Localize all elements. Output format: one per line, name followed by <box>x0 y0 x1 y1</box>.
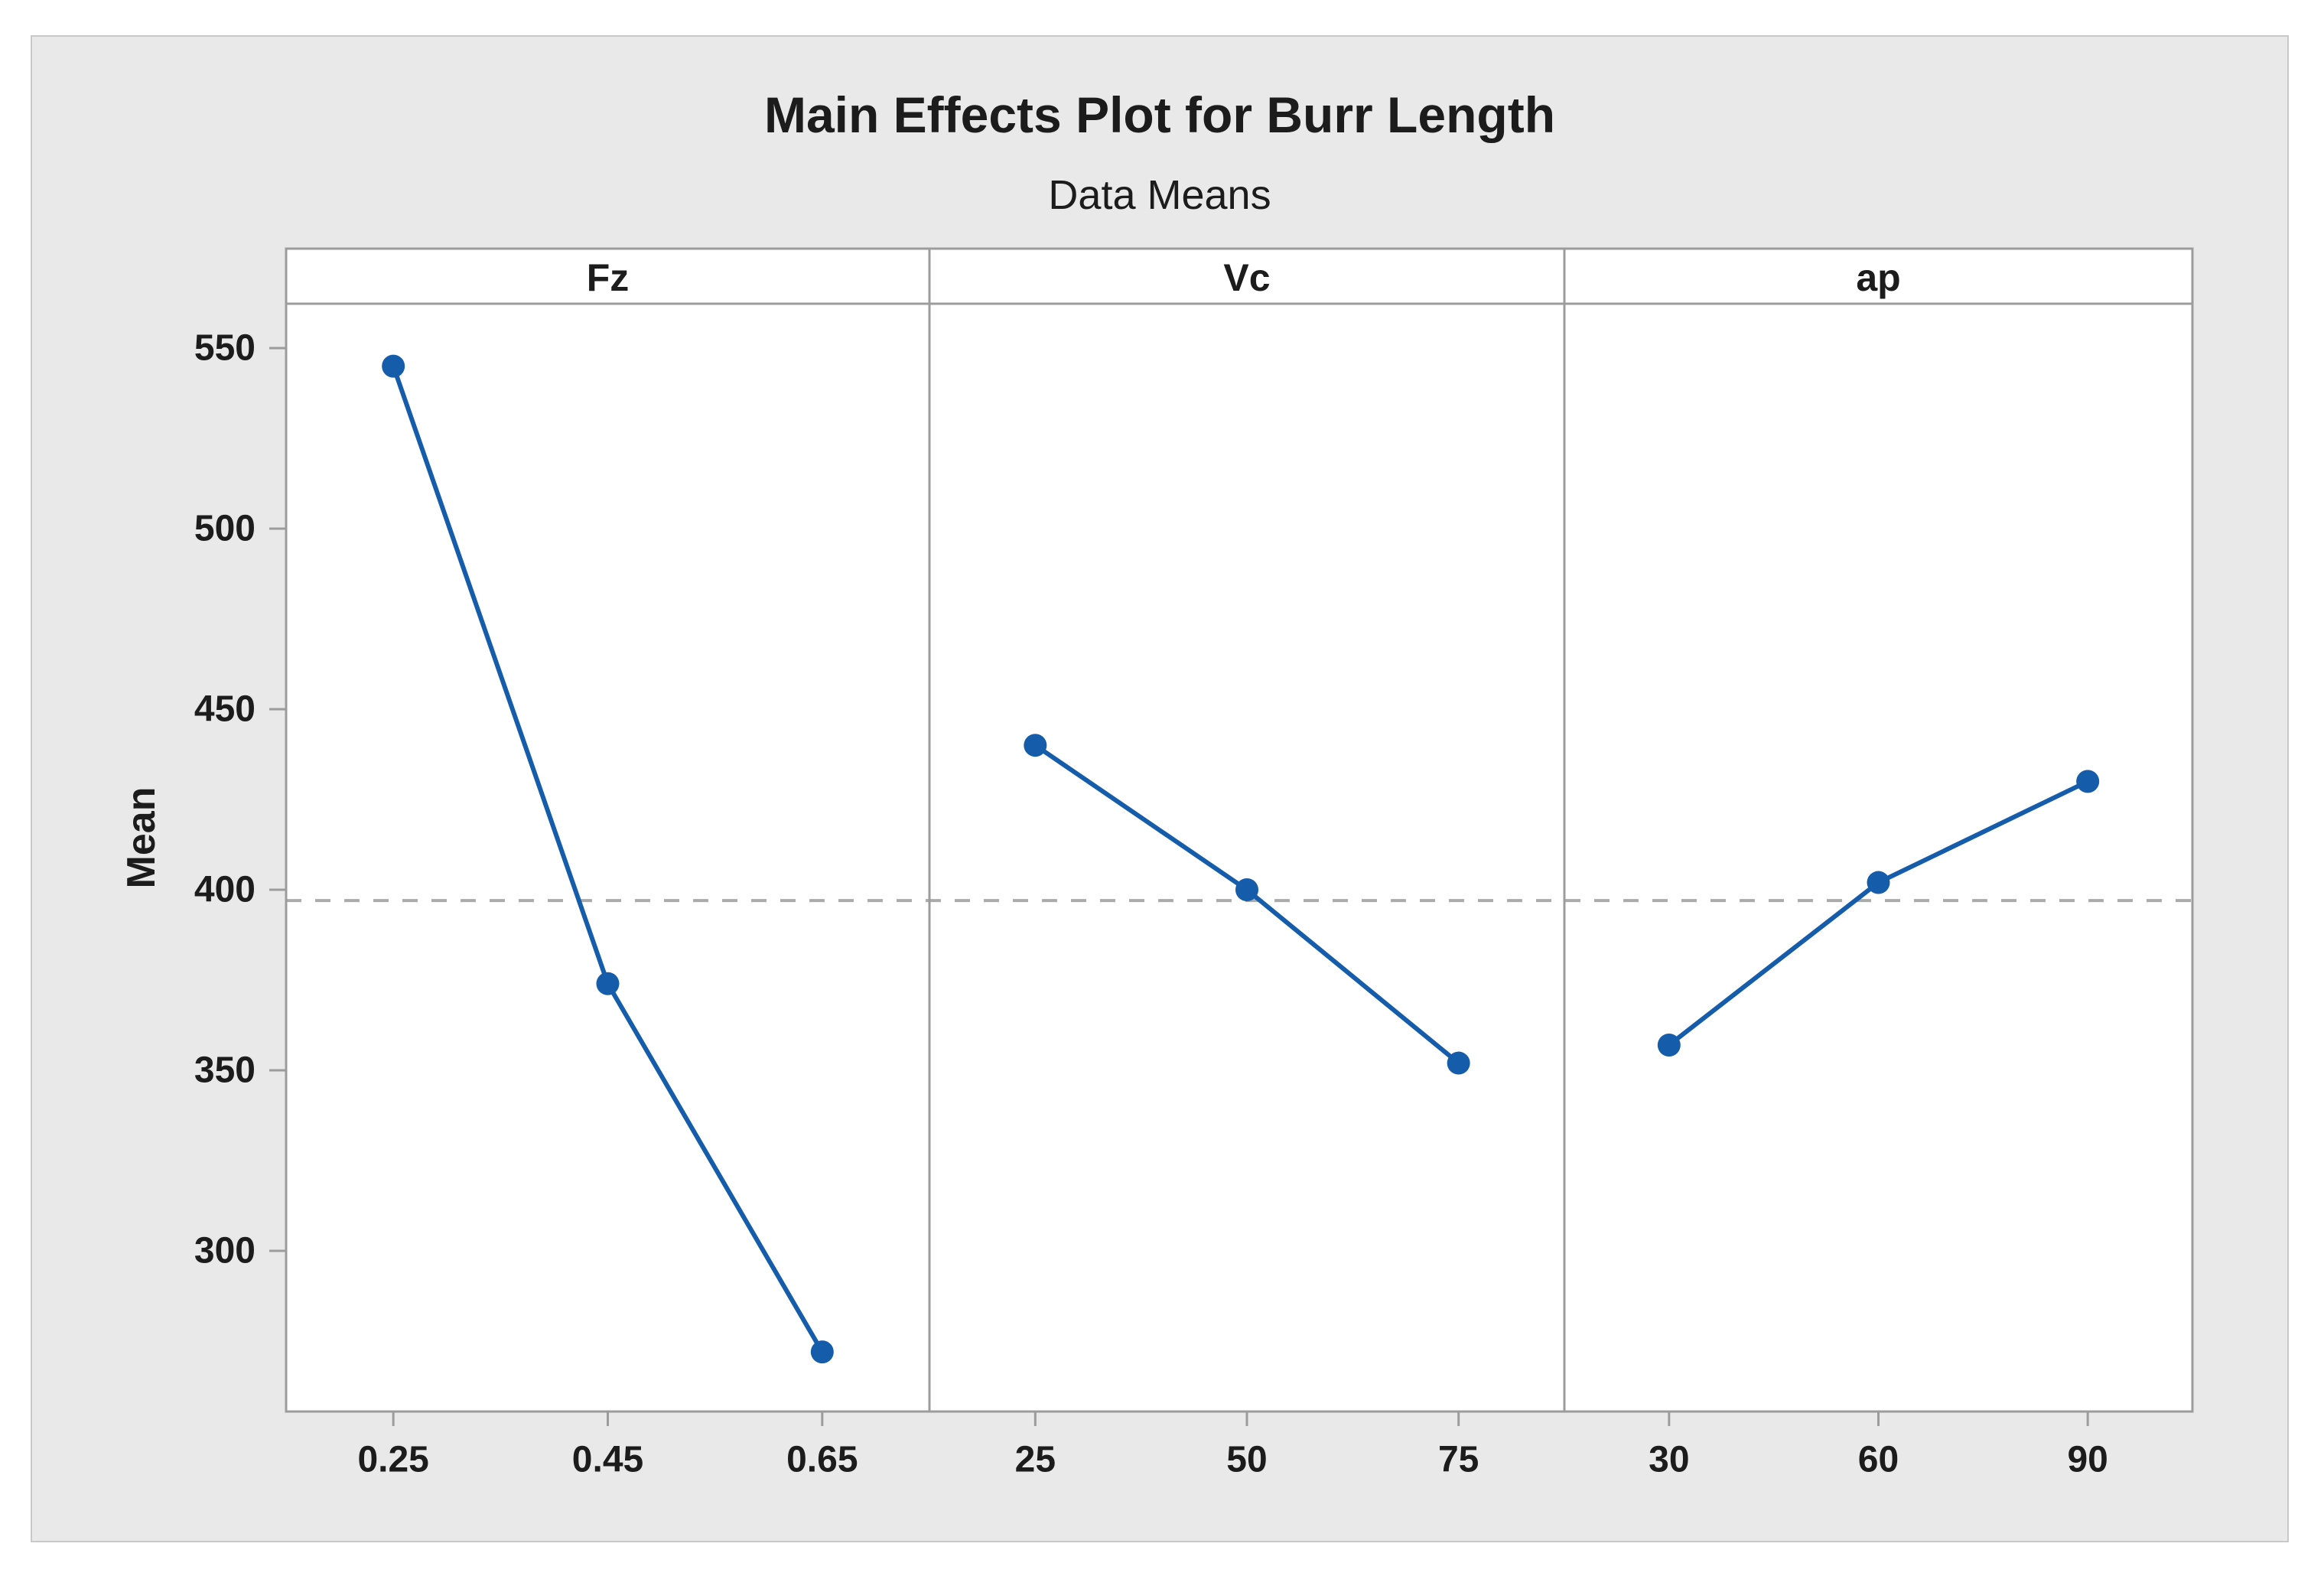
data-point-marker <box>596 972 620 995</box>
y-tick-label: 550 <box>194 328 256 369</box>
panel-header-label: ap <box>1856 256 1900 299</box>
panel-header-label: Vc <box>1223 256 1270 299</box>
data-point-marker <box>1867 871 1890 894</box>
y-tick-label: 400 <box>194 870 256 910</box>
data-point-marker <box>1235 878 1258 901</box>
x-tick-label: 30 <box>1649 1440 1689 1480</box>
y-tick-label: 500 <box>194 509 256 549</box>
y-tick-label: 450 <box>194 689 256 730</box>
panel-header-label: Fz <box>587 256 630 299</box>
x-tick-label: 75 <box>1438 1440 1479 1480</box>
x-tick-label: 0.65 <box>786 1440 858 1480</box>
x-tick-label: 0.45 <box>572 1440 643 1480</box>
data-point-marker <box>1024 734 1047 757</box>
x-tick-label: 0.25 <box>357 1440 428 1480</box>
y-tick-label: 350 <box>194 1050 256 1091</box>
data-point-marker <box>1447 1051 1470 1075</box>
chart-subtitle: Data Means <box>1048 172 1271 218</box>
data-point-marker <box>382 354 405 378</box>
chart-title: Main Effects Plot for Burr Length <box>763 86 1556 143</box>
data-point-marker <box>810 1340 834 1364</box>
data-point-marker <box>1657 1033 1681 1057</box>
x-tick-label: 60 <box>1858 1440 1899 1480</box>
x-tick-label: 90 <box>2067 1440 2108 1480</box>
data-point-marker <box>2076 770 2100 793</box>
y-tick-label: 300 <box>194 1231 256 1272</box>
plot-frame <box>285 247 2194 1413</box>
x-tick-label: 50 <box>1226 1440 1267 1480</box>
x-tick-label: 25 <box>1015 1440 1056 1480</box>
plot-background <box>286 249 2192 1412</box>
